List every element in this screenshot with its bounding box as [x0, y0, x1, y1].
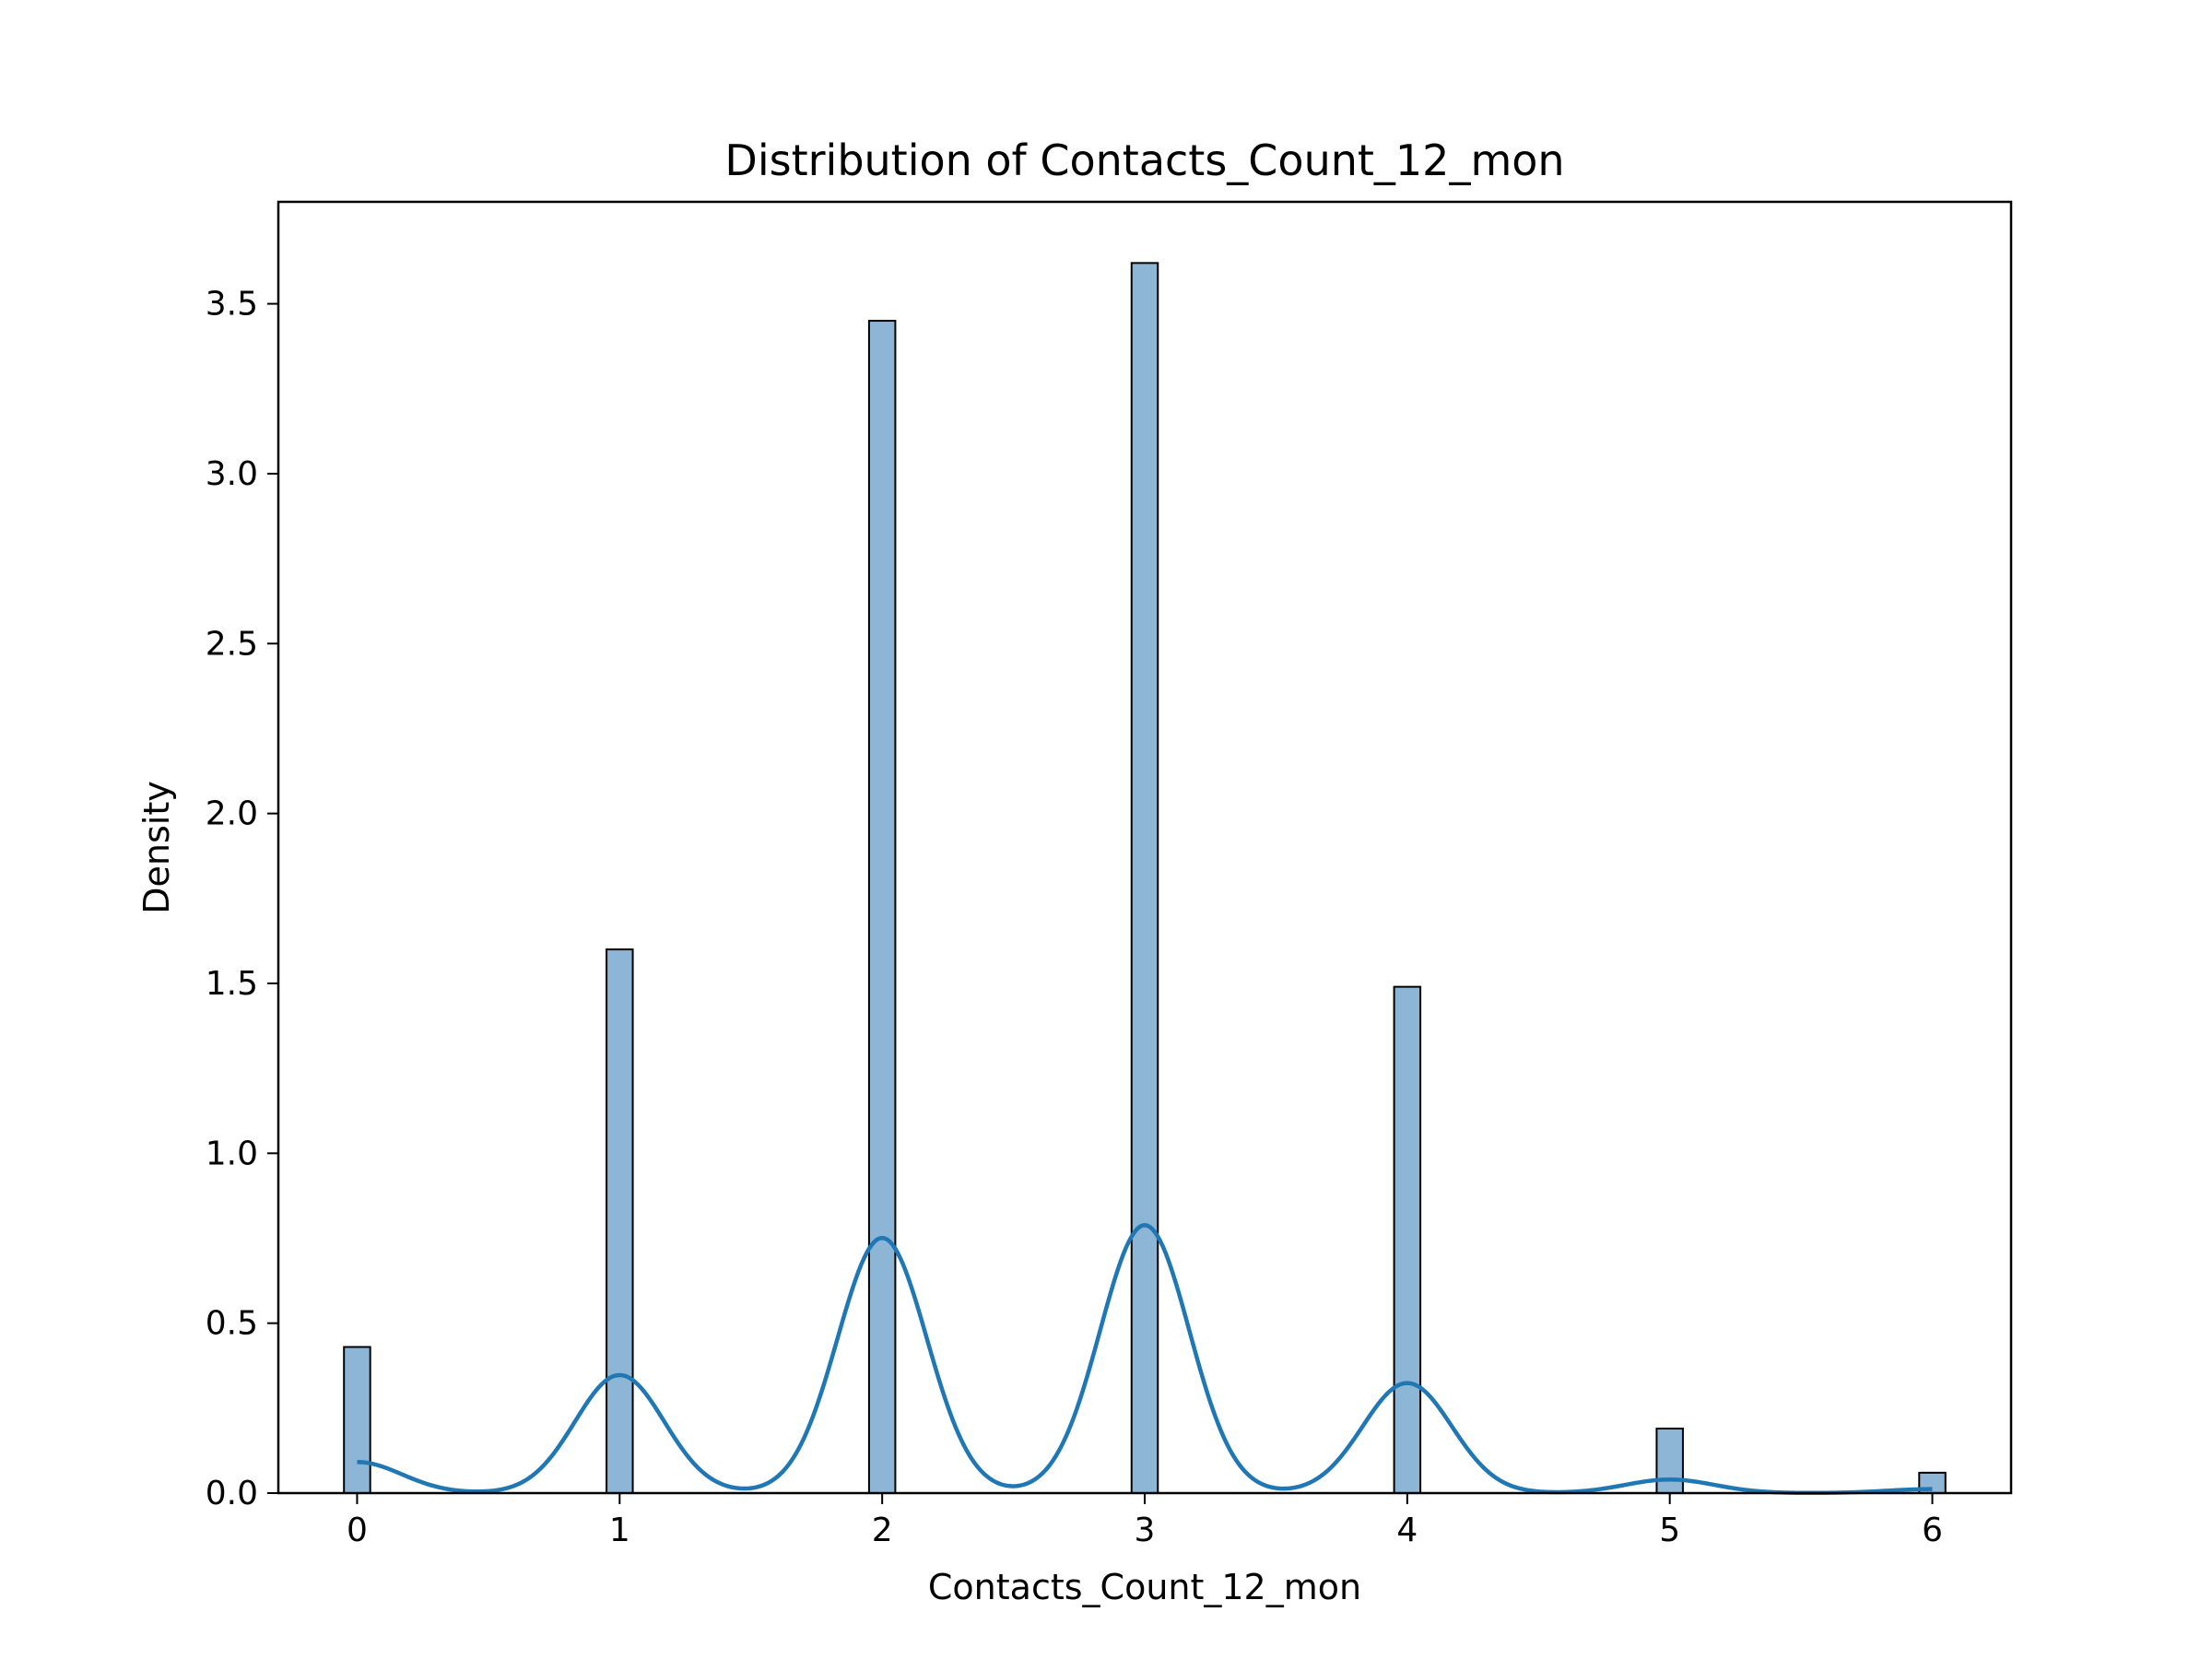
bar-5: [1655, 1427, 1684, 1494]
y-tick-label: 3.0: [206, 455, 258, 493]
y-tick-label: 2.0: [206, 795, 258, 833]
x-axis-ticks: 0 1 2 3 4 5 6: [347, 1493, 1943, 1549]
bar-4: [1393, 985, 1422, 1494]
chart-title: Distribution of Contacts_Count_12_mon: [724, 135, 1564, 185]
y-tick-label: 3.5: [206, 286, 258, 324]
y-axis-label: Density: [136, 781, 177, 913]
y-tick-label: 1.5: [206, 965, 258, 1003]
x-tick-label: 6: [1922, 1512, 1943, 1549]
bar-1: [606, 948, 634, 1494]
bar-0: [343, 1346, 371, 1495]
bar-3: [1130, 262, 1159, 1494]
x-tick-label: 4: [1396, 1512, 1418, 1549]
histogram-bars: [343, 262, 1947, 1495]
x-tick-label: 0: [347, 1512, 368, 1549]
x-axis-label: Contacts_Count_12_mon: [928, 1567, 1361, 1607]
x-tick-label: 3: [1135, 1512, 1156, 1549]
y-axis-ticks: 0.0 0.5 1.0 1.5 2.0 2.5 3.0 3.5: [206, 286, 278, 1512]
x-tick-label: 1: [609, 1512, 630, 1549]
bar-2: [867, 320, 897, 1495]
kde-curve: [357, 1223, 1933, 1496]
x-tick-label: 5: [1659, 1512, 1680, 1549]
y-tick-label: 0.0: [206, 1475, 258, 1512]
x-tick-label: 2: [872, 1512, 893, 1549]
y-tick-label: 1.0: [206, 1135, 258, 1172]
y-tick-label: 0.5: [206, 1305, 258, 1343]
y-tick-label: 2.5: [206, 625, 258, 663]
